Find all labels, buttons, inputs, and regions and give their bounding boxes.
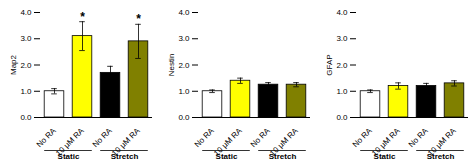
- svg-text:3.0: 3.0: [178, 34, 190, 43]
- svg-text:10 μM RA: 10 μM RA: [212, 126, 244, 158]
- svg-text:GFAP: GFAP: [325, 54, 334, 75]
- svg-text:2.0: 2.0: [336, 61, 348, 70]
- svg-text:10 μM RA: 10 μM RA: [370, 126, 402, 158]
- svg-text:Stretch: Stretch: [111, 152, 139, 161]
- svg-text:No RA: No RA: [407, 126, 430, 149]
- svg-text:4.0: 4.0: [178, 8, 190, 17]
- svg-text:2.0: 2.0: [20, 61, 32, 70]
- svg-text:10 μM RA: 10 μM RA: [110, 126, 142, 158]
- svg-text:1.0: 1.0: [20, 87, 32, 96]
- svg-text:Static: Static: [374, 152, 396, 161]
- svg-text:4.0: 4.0: [336, 8, 348, 17]
- svg-text:No RA: No RA: [91, 126, 114, 149]
- svg-text:Nestin: Nestin: [167, 54, 176, 77]
- svg-text:1.0: 1.0: [178, 87, 190, 96]
- svg-text:No RA: No RA: [35, 126, 58, 149]
- svg-text:10 μM RA: 10 μM RA: [426, 126, 458, 158]
- svg-text:Static: Static: [58, 152, 80, 161]
- svg-text:No RA: No RA: [249, 126, 272, 149]
- svg-text:*: *: [136, 12, 141, 26]
- svg-text:10 μM RA: 10 μM RA: [54, 126, 86, 158]
- svg-text:No RA: No RA: [351, 126, 374, 149]
- svg-text:Stretch: Stretch: [269, 152, 297, 161]
- svg-text:10 μM RA: 10 μM RA: [268, 126, 300, 158]
- svg-text:4.0: 4.0: [20, 8, 32, 17]
- svg-text:0.0: 0.0: [336, 113, 348, 122]
- svg-text:3.0: 3.0: [336, 34, 348, 43]
- svg-text:No RA: No RA: [193, 126, 216, 149]
- svg-text:Map2: Map2: [9, 54, 18, 75]
- svg-text:Static: Static: [216, 152, 238, 161]
- svg-text:*: *: [80, 10, 85, 24]
- svg-text:Stretch: Stretch: [427, 152, 455, 161]
- svg-text:0.0: 0.0: [178, 113, 190, 122]
- svg-text:1.0: 1.0: [336, 87, 348, 96]
- svg-text:2.0: 2.0: [178, 61, 190, 70]
- svg-text:0.0: 0.0: [20, 113, 32, 122]
- svg-text:3.0: 3.0: [20, 34, 32, 43]
